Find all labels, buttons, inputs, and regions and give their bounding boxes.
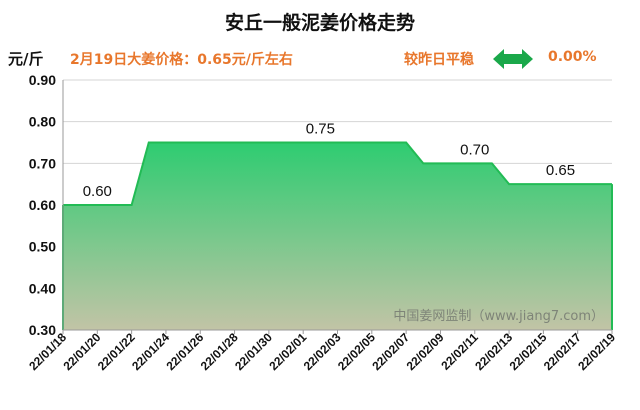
trend-label: 较昨日平稳 <box>404 52 474 68</box>
x-tick-label: 22/02/19 <box>575 330 618 373</box>
change-percent: 0.00% <box>548 49 597 65</box>
unit-label: 元/斤 <box>8 50 44 68</box>
watermark: 中国姜网监制（www.jiang7.com） <box>393 309 604 324</box>
y-tick-label: 0.40 <box>29 280 56 296</box>
price-area <box>63 142 612 330</box>
chart-title: 安丘一般泥姜价格走势 <box>224 12 415 34</box>
data-label: 0.70 <box>460 141 489 158</box>
data-label: 0.60 <box>83 183 112 200</box>
y-tick-label: 0.70 <box>29 155 56 171</box>
y-tick-label: 0.50 <box>29 239 56 255</box>
y-tick-label: 0.30 <box>29 322 56 338</box>
price-info: 2月19日大姜价格：0.65元/斤左右 <box>70 52 293 68</box>
y-tick-label: 0.80 <box>29 114 56 130</box>
y-tick-label: 0.90 <box>29 72 56 88</box>
data-label: 0.65 <box>546 162 575 179</box>
price-line <box>63 141 612 206</box>
y-tick-label: 0.60 <box>29 197 56 213</box>
x-tick-label: 22/02/09 <box>404 330 447 373</box>
double-arrow-icon <box>493 49 533 69</box>
data-label: 0.75 <box>306 121 335 138</box>
